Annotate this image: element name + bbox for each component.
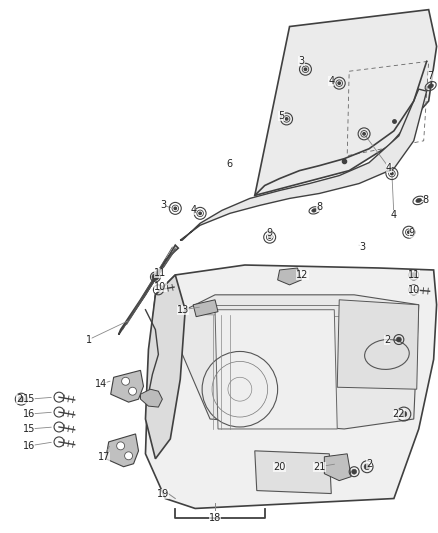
Text: 1: 1 xyxy=(85,335,92,344)
Polygon shape xyxy=(110,370,143,402)
Polygon shape xyxy=(254,451,331,494)
Text: 15: 15 xyxy=(23,424,35,434)
Circle shape xyxy=(198,212,201,214)
Text: 10: 10 xyxy=(407,285,419,295)
Text: 4: 4 xyxy=(390,211,396,220)
Text: 2: 2 xyxy=(383,335,389,344)
Ellipse shape xyxy=(311,208,316,212)
Text: 17: 17 xyxy=(97,452,110,462)
Polygon shape xyxy=(140,389,162,407)
Circle shape xyxy=(128,387,136,395)
Circle shape xyxy=(304,68,306,70)
Circle shape xyxy=(362,133,364,135)
Circle shape xyxy=(406,231,409,233)
Text: 8: 8 xyxy=(422,196,428,205)
Text: 16: 16 xyxy=(23,409,35,419)
Text: 3: 3 xyxy=(298,56,304,66)
Text: 13: 13 xyxy=(177,305,189,314)
Polygon shape xyxy=(180,89,426,240)
Text: 15: 15 xyxy=(23,394,35,404)
Polygon shape xyxy=(145,265,436,508)
Polygon shape xyxy=(254,10,436,196)
Text: 8: 8 xyxy=(316,203,321,212)
Polygon shape xyxy=(336,300,418,389)
Text: 12: 12 xyxy=(296,270,308,280)
Ellipse shape xyxy=(427,84,432,88)
Circle shape xyxy=(363,464,369,470)
Text: 4: 4 xyxy=(328,76,334,86)
Circle shape xyxy=(124,452,132,460)
Text: 22: 22 xyxy=(392,409,404,419)
Text: 6: 6 xyxy=(226,159,233,168)
Text: 3: 3 xyxy=(160,200,166,211)
Polygon shape xyxy=(118,245,178,335)
Text: 20: 20 xyxy=(273,462,285,472)
Circle shape xyxy=(400,411,406,417)
Text: 4: 4 xyxy=(190,205,196,215)
Circle shape xyxy=(390,172,392,175)
Text: 16: 16 xyxy=(23,441,35,451)
Circle shape xyxy=(396,337,400,342)
Text: 9: 9 xyxy=(408,228,414,238)
Text: 10: 10 xyxy=(154,282,166,292)
Circle shape xyxy=(152,273,159,280)
Text: 14: 14 xyxy=(95,379,106,389)
Text: 2: 2 xyxy=(365,459,371,469)
Polygon shape xyxy=(193,300,218,317)
Polygon shape xyxy=(180,295,418,429)
Circle shape xyxy=(18,396,24,402)
Circle shape xyxy=(121,377,129,385)
Circle shape xyxy=(337,82,339,84)
Text: 11: 11 xyxy=(407,270,419,280)
Circle shape xyxy=(351,469,356,474)
Text: 19: 19 xyxy=(157,489,169,498)
Polygon shape xyxy=(215,310,336,429)
Circle shape xyxy=(117,442,124,450)
Polygon shape xyxy=(324,454,350,481)
Text: 21: 21 xyxy=(312,462,325,472)
Text: 11: 11 xyxy=(154,268,166,278)
Circle shape xyxy=(268,236,270,238)
Polygon shape xyxy=(106,434,138,467)
Ellipse shape xyxy=(415,198,420,203)
Text: 4: 4 xyxy=(385,163,391,173)
Circle shape xyxy=(174,207,176,209)
Text: 18: 18 xyxy=(208,513,221,523)
Polygon shape xyxy=(277,268,301,285)
Text: 7: 7 xyxy=(427,71,433,81)
Text: 2: 2 xyxy=(16,394,22,404)
Text: 3: 3 xyxy=(358,242,364,252)
Text: 5: 5 xyxy=(278,111,284,121)
Polygon shape xyxy=(145,275,185,459)
Circle shape xyxy=(285,118,287,120)
Circle shape xyxy=(410,272,415,278)
Text: 9: 9 xyxy=(266,228,272,238)
